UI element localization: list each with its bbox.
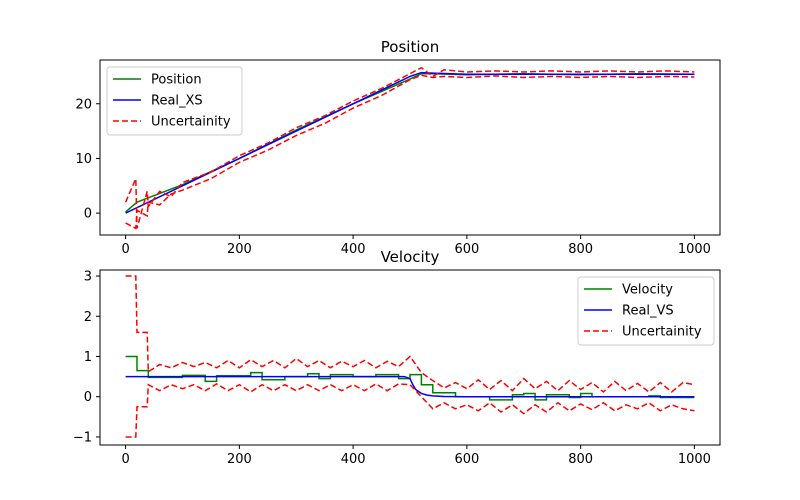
- legend-box: [577, 276, 715, 346]
- series-line-real-vs: [125, 375, 695, 398]
- legend: Velocity Real_VS Uncertainity: [577, 276, 715, 346]
- y-tick-label: 0: [84, 207, 92, 222]
- series-line-uncertainity-lower: [125, 383, 695, 438]
- y-tick-label: 2: [84, 310, 92, 325]
- series-group: [124, 66, 695, 230]
- velocity-subplot: 0 200 400 600 800 1000 −1 0 1 2 3 Velocity Velocity R…: [73, 248, 721, 467]
- series-line-real-xs: [125, 71, 695, 214]
- series-group: [125, 275, 695, 438]
- chart-title: Velocity: [381, 248, 440, 266]
- y-tick-label: −1: [73, 430, 92, 445]
- axes-frame: [99, 59, 721, 236]
- legend-label: Real_VS: [622, 304, 674, 319]
- x-tick-label: 800: [568, 452, 593, 467]
- axes-frame: [99, 269, 721, 446]
- x-tick-label: 0: [121, 452, 129, 467]
- series-line-uncertainity: [124, 66, 695, 229]
- legend-label: Velocity: [622, 283, 673, 298]
- x-tick-label: 600: [454, 242, 479, 257]
- legend-label: Uncertainity: [151, 115, 231, 130]
- x-tick-label: 400: [341, 242, 366, 257]
- y-tick-label: 0: [84, 390, 92, 405]
- y-tick-label: 3: [84, 270, 92, 285]
- x-tick-label: 1000: [678, 242, 711, 257]
- x-tick-label: 200: [227, 452, 252, 467]
- legend-label: Position: [151, 73, 202, 88]
- y-tick-label: 10: [75, 152, 92, 167]
- x-tick-label: 800: [568, 242, 593, 257]
- position-subplot: 0 200 400 600 800 1000 0 10 20 Position Position Re…: [75, 38, 721, 257]
- y-tick-label: 1: [84, 350, 92, 365]
- legend-box: [106, 66, 243, 136]
- series-line-uncertainity-lower: [125, 74, 695, 230]
- x-tick-label: 400: [341, 452, 366, 467]
- series-line-uncertainity: [125, 275, 695, 393]
- x-tick-label: 1000: [678, 452, 711, 467]
- legend: Position Real_XS Uncertainity: [106, 66, 243, 136]
- x-tick-label: 0: [121, 242, 129, 257]
- y-tick-label: 20: [75, 97, 92, 112]
- x-tick-label: 600: [454, 452, 479, 467]
- x-tick-label: 200: [227, 242, 252, 257]
- legend-label: Uncertainity: [622, 325, 702, 340]
- legend-label: Real_XS: [151, 94, 203, 109]
- chart-title: Position: [381, 38, 439, 56]
